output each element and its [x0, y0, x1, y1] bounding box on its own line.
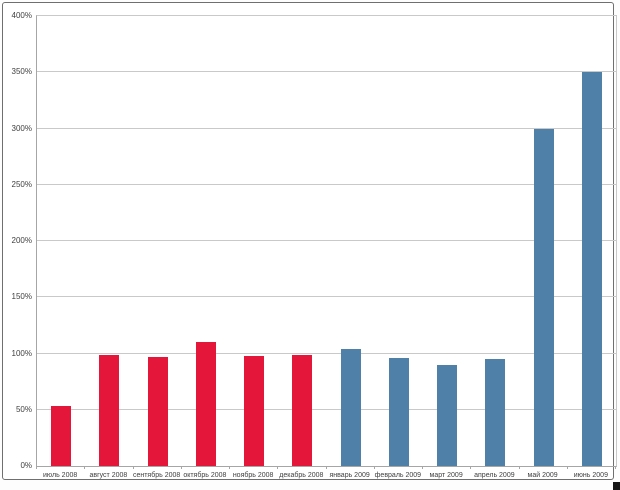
y-axis-label: 250% — [11, 179, 32, 189]
category-tick — [615, 466, 616, 469]
y-axis-label: 50% — [15, 404, 32, 414]
x-axis-label: март 2009 — [429, 472, 463, 479]
x-axis-label: декабрь 2008 — [279, 472, 324, 479]
y-axis-label: 150% — [11, 292, 32, 302]
bar — [437, 364, 458, 466]
category-tick — [422, 466, 423, 469]
x-axis-label: май 2009 — [527, 472, 558, 479]
gridline — [37, 240, 616, 241]
gridline — [37, 183, 616, 185]
x-axis-label: ноябрь 2008 — [232, 472, 274, 479]
y-axis-label: 200% — [11, 236, 32, 245]
x-axis-label: январь 2009 — [329, 472, 370, 479]
x-axis-label: февраль 2009 — [374, 472, 422, 479]
bar — [388, 358, 409, 466]
category-tick — [470, 466, 472, 469]
bar — [533, 128, 554, 466]
category-tick — [132, 466, 134, 469]
gridline — [37, 352, 616, 354]
resize-handle[interactable] — [613, 482, 620, 490]
category-tick — [325, 466, 327, 469]
bar — [99, 354, 120, 466]
category-tick — [373, 466, 375, 469]
bar — [292, 354, 313, 466]
category-tick — [36, 466, 37, 469]
y-axis-label: 100% — [11, 348, 32, 358]
gridline — [37, 71, 616, 73]
bar — [485, 359, 506, 466]
category-tick — [518, 466, 520, 469]
gridline — [37, 296, 616, 298]
x-axis-label: апрель 2009 — [474, 472, 515, 479]
category-tick — [566, 466, 568, 469]
x-axis-label: июнь 2009 — [573, 472, 608, 479]
bar — [51, 406, 72, 466]
y-axis-label: 400% — [11, 11, 32, 20]
plot-area — [36, 15, 617, 467]
x-axis-label: сентябрь 2008 — [132, 472, 181, 479]
bar — [147, 356, 168, 466]
y-axis-label: 350% — [11, 67, 32, 77]
y-axis-label: 0% — [20, 461, 32, 470]
gridline — [37, 127, 616, 129]
x-axis-label: июль 2008 — [42, 472, 78, 479]
bar — [244, 355, 265, 466]
category-tick — [277, 466, 279, 469]
bar — [195, 342, 216, 466]
category-tick — [229, 466, 230, 469]
y-axis-label: 300% — [11, 123, 32, 133]
x-axis-label: октябрь 2008 — [183, 472, 227, 479]
bar — [340, 349, 361, 466]
category-tick — [180, 466, 182, 469]
gridline — [37, 408, 616, 410]
bar — [581, 72, 602, 466]
category-tick — [84, 466, 86, 469]
x-axis-label: август 2008 — [89, 472, 128, 479]
chart-frame: 0% 50% 100% 150% 200% 250% 300% 350% 400% июль 2… — [2, 2, 617, 480]
